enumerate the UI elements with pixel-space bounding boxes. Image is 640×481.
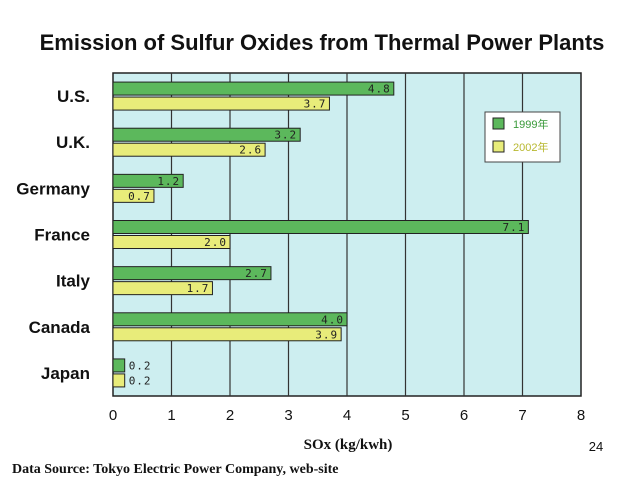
data-label: 3.9 [315, 328, 338, 341]
category-label: Canada [29, 318, 91, 337]
bar-1999 [112, 312, 348, 327]
data-label: 0.7 [128, 190, 151, 203]
category-label: Japan [41, 364, 90, 383]
category-label: U.S. [57, 87, 90, 106]
data-label: 3.7 [304, 98, 327, 111]
x-tick-label: 1 [167, 407, 175, 424]
chart-title: Emission of Sulfur Oxides from Thermal P… [40, 30, 605, 55]
legend-label: 1999年 [513, 117, 548, 131]
data-label: 2.0 [204, 236, 227, 249]
bar-2002 [112, 142, 266, 157]
category-label: U.K. [56, 133, 90, 152]
data-label: 4.0 [321, 313, 344, 326]
x-tick-label: 8 [577, 407, 585, 424]
bar-2002 [112, 235, 231, 249]
x-tick-label: 6 [460, 407, 468, 424]
x-tick-label: 5 [401, 407, 409, 424]
x-tick-label: 7 [518, 407, 526, 424]
x-axis-label: SOx (kg/kwh) [304, 437, 393, 453]
x-tick-label: 2 [226, 407, 234, 424]
legend-label: 2002年 [513, 140, 548, 154]
bar-2002 [112, 373, 126, 388]
x-tick-label: 3 [284, 407, 292, 424]
bar-2002 [112, 96, 330, 111]
category-label: France [34, 226, 90, 245]
bar-1999 [112, 81, 395, 96]
bar-1999 [112, 220, 529, 234]
bar-2002 [112, 188, 155, 203]
bar-1999 [112, 173, 184, 188]
x-tick-label: 4 [343, 407, 351, 424]
data-label: 7.1 [502, 221, 525, 234]
category-label: Italy [56, 272, 91, 291]
page-number: 24 [589, 439, 603, 454]
category-label: Germany [16, 179, 90, 198]
bar-2002 [112, 327, 342, 342]
bar-1999 [112, 266, 272, 281]
data-label: 0.2 [129, 359, 152, 372]
legend-swatch [492, 117, 505, 130]
data-label: 2.6 [239, 144, 262, 157]
data-label: 1.2 [157, 175, 180, 188]
data-label: 4.8 [368, 83, 391, 96]
bar-2002 [112, 281, 213, 296]
data-label: 1.7 [187, 282, 210, 295]
data-label: 3.2 [274, 129, 297, 142]
legend-swatch [492, 140, 505, 153]
bar-1999 [112, 358, 126, 373]
x-tick-label: 0 [109, 407, 117, 424]
bar-1999 [112, 127, 301, 142]
legend: 1999年 2002年 [484, 111, 561, 163]
data-source: Data Source: Tokyo Electric Power Compan… [12, 462, 339, 477]
data-label: 0.2 [129, 374, 152, 387]
data-label: 2.7 [245, 267, 268, 280]
